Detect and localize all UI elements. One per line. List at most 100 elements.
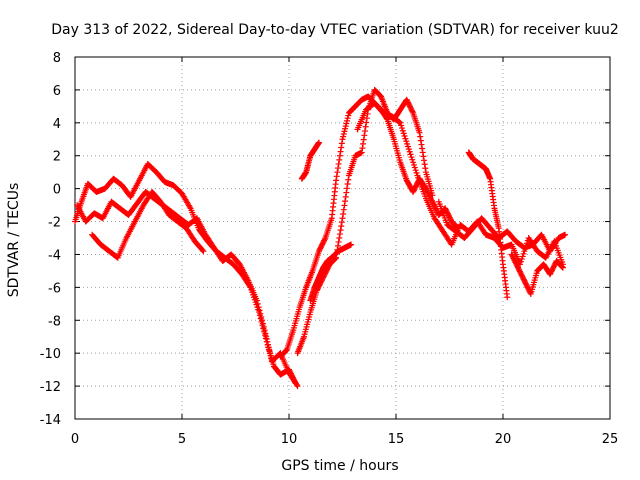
y-tick-label: 4 (53, 117, 61, 132)
trail-mark (520, 276, 527, 283)
trail-mark (412, 183, 419, 190)
trail-mark (404, 140, 411, 147)
trail-mark (417, 137, 424, 144)
series-track-a (72, 160, 299, 386)
trail-mark (398, 122, 405, 129)
y-tick-label: -4 (48, 248, 61, 263)
trail-mark (559, 263, 566, 270)
trail-mark (320, 238, 327, 245)
trail-mark (360, 140, 367, 147)
data-point (547, 271, 554, 278)
trail-mark (547, 269, 554, 276)
trail-mark (419, 149, 426, 156)
trail-mark (516, 268, 523, 275)
trail-mark (266, 350, 273, 357)
trail-mark (408, 105, 415, 112)
trail-mark (337, 227, 344, 234)
x-tick-label: 5 (178, 432, 186, 447)
trail-mark (419, 145, 426, 152)
trail-mark (342, 125, 349, 132)
trail-mark (513, 260, 520, 267)
trail-mark (411, 164, 418, 171)
series-track-k (508, 251, 566, 297)
data-point (429, 192, 436, 199)
trail-mark (514, 263, 521, 270)
trail-mark (317, 245, 324, 252)
trail-mark (401, 132, 408, 139)
trail-mark (267, 352, 274, 359)
trail-mark (404, 143, 411, 150)
data-point (514, 264, 521, 271)
trail-mark (398, 125, 405, 132)
data-point (315, 248, 322, 255)
data-point (429, 198, 436, 205)
trail-mark (341, 128, 348, 135)
trail-mark (408, 154, 415, 161)
y-tick-label: -12 (40, 380, 61, 395)
trail-mark (516, 267, 523, 274)
x-tick-label: 25 (602, 432, 619, 447)
trail-mark (444, 209, 451, 216)
trail-mark (406, 102, 413, 109)
data-point (562, 231, 569, 238)
trail-mark (359, 145, 366, 152)
series-track-j (465, 149, 511, 301)
trail-mark (445, 211, 452, 218)
data-point (403, 96, 410, 103)
trail-mark (316, 246, 323, 253)
trail-mark (551, 261, 558, 268)
data-point (405, 146, 412, 153)
x-tick-label: 15 (388, 432, 405, 447)
trail-mark (340, 206, 347, 213)
data-point (339, 215, 346, 222)
trail-mark (432, 205, 439, 212)
y-tick-label: -14 (40, 413, 61, 428)
y-tick-label: -6 (48, 281, 61, 296)
trail-mark (340, 133, 347, 140)
trail-mark (345, 176, 352, 183)
trail-mark (523, 283, 530, 290)
trail-mark (412, 184, 419, 191)
trail-mark (257, 310, 264, 317)
trail-mark (518, 272, 525, 279)
y-axis-label: SDTVAR / TECUs (6, 183, 22, 298)
trail-mark (293, 381, 300, 388)
trail-mark (259, 320, 266, 327)
trail-mark (334, 169, 341, 176)
trail-mark (413, 182, 420, 189)
trail-mark (319, 241, 326, 248)
trail-mark (258, 313, 265, 320)
trail-mark (405, 100, 412, 107)
trail-mark (404, 99, 411, 106)
y-tick-label: 0 (53, 183, 61, 198)
trail-mark (199, 247, 206, 254)
data-point (333, 177, 340, 184)
trail-mark (520, 275, 527, 282)
trail-mark (524, 284, 531, 291)
trail-mark (549, 265, 556, 272)
data-point (253, 297, 260, 304)
trail-mark (402, 135, 409, 142)
trail-mark (517, 258, 524, 265)
trail-mark (336, 231, 343, 238)
series-track-h (354, 100, 566, 268)
y-tick-label: -8 (48, 314, 61, 329)
trail-mark (512, 259, 519, 266)
trail-mark (418, 141, 425, 148)
trail-mark (343, 120, 350, 127)
series-track-c (89, 188, 207, 261)
trail-mark (342, 193, 349, 200)
trail-mark (525, 285, 532, 292)
trail-mark (411, 186, 418, 193)
data-point (559, 264, 566, 271)
data-point (315, 139, 322, 146)
y-tick-label: 8 (53, 51, 61, 66)
trail-mark (321, 236, 328, 243)
trail-mark (338, 140, 345, 147)
trail-mark (256, 307, 263, 314)
data-point (410, 188, 417, 195)
trail-mark (407, 151, 414, 158)
trail-mark (522, 279, 529, 286)
series-track-b (74, 188, 301, 390)
trail-mark (406, 148, 413, 155)
